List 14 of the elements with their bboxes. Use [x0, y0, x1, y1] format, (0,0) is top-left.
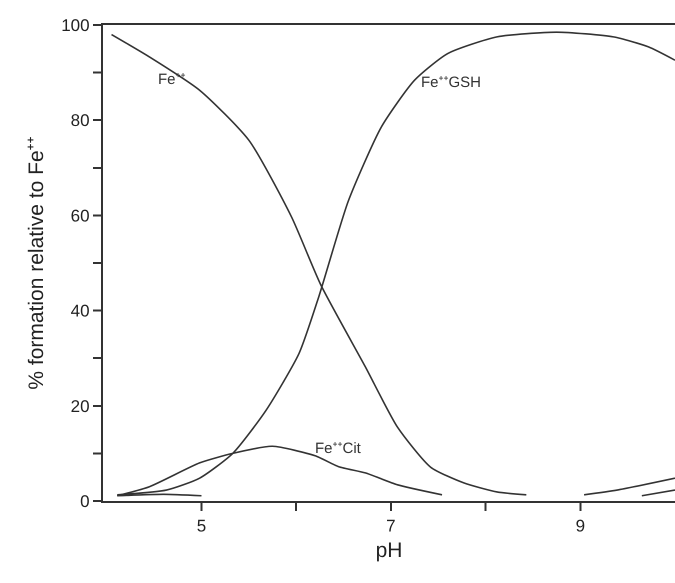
- series-label: Fe⁺⁺Cit: [315, 440, 362, 457]
- x-tick-label: 7: [386, 516, 396, 536]
- y-tick-label: 40: [70, 302, 90, 321]
- x-tick-label: 9: [576, 516, 586, 536]
- x-tick-label: 5: [196, 516, 206, 536]
- y-tick-label: 0: [80, 492, 90, 511]
- y-tick-label: 20: [70, 396, 90, 416]
- y-tick-label: 60: [70, 206, 90, 226]
- x-axis-title: pH: [376, 539, 402, 562]
- series-label: Fe⁺⁺: [158, 71, 186, 88]
- series-label: Fe⁺⁺GSH: [421, 74, 482, 91]
- y-tick-label: 80: [70, 111, 90, 130]
- y-tick-label: 100: [61, 16, 90, 35]
- y-axis-title: % formation relative to Fe⁺⁺: [24, 136, 48, 390]
